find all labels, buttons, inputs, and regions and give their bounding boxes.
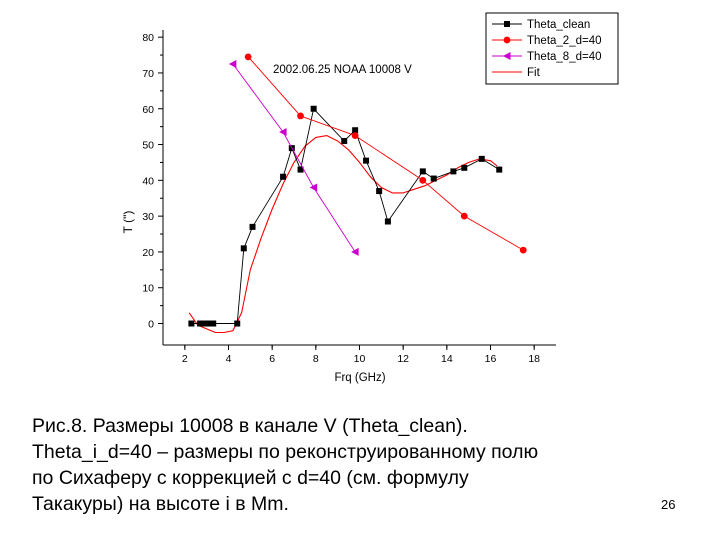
legend-label: Theta_2_d=40 (527, 35, 602, 47)
data-point-square (197, 320, 204, 327)
data-point-square (234, 320, 241, 327)
x-axis-label: Frq (GHz) (334, 372, 385, 384)
data-point-circle (503, 36, 511, 44)
x-tick-label: 4 (226, 353, 232, 365)
x-tick-label: 8 (313, 353, 319, 365)
data-point-square (297, 166, 304, 173)
data-point-square (419, 168, 426, 175)
data-point-square (240, 245, 247, 252)
caption-line: Такакуры) на высоте i в Mm. (32, 493, 289, 515)
figure-caption: Рис.8. Размеры 10008 в канале V (Theta_c… (32, 413, 672, 517)
data-point-triangle (503, 52, 511, 60)
data-point-square (504, 21, 510, 27)
series-line-fit (188, 135, 498, 334)
y-axis-label: T (") (121, 211, 135, 234)
x-tick-label: 14 (441, 353, 453, 365)
x-tick-label: 10 (354, 353, 366, 365)
data-point-square (450, 168, 457, 175)
y-tick-label: 40 (142, 175, 154, 187)
data-point-circle (351, 132, 359, 139)
series-line-theta-2-d-40 (247, 56, 524, 251)
data-point-square (188, 320, 195, 327)
y-tick-label: 0 (148, 319, 154, 331)
data-point-square (205, 320, 212, 327)
y-tick-label: 10 (142, 283, 154, 295)
data-point-square (384, 218, 391, 225)
data-point-square (478, 155, 485, 162)
x-tick-label: 18 (528, 353, 540, 365)
data-point-square (496, 166, 503, 173)
data-point-circle (419, 176, 427, 184)
data-point-square (461, 164, 468, 171)
x-tick-label: 6 (269, 353, 275, 365)
data-point-square (341, 137, 348, 144)
data-point-square (376, 188, 383, 195)
y-tick-label: 80 (142, 32, 154, 44)
data-point-square (201, 320, 208, 327)
chart-axes: 2 4 6 8 10 12 14 16 18 0 10 20 30 40 50 60 70 80 (142, 30, 556, 365)
frequency-size-chart: 2 4 6 8 10 12 14 16 18 0 10 20 30 40 50 60 70 80 2002.06.… (121, 12, 619, 384)
series-layer (188, 53, 527, 327)
x-tick-label: 16 (485, 353, 497, 365)
data-point-square (430, 175, 437, 182)
caption-line: Рис.8. Размеры 10008 в канале V (Theta_c… (32, 415, 468, 437)
data-point-square (363, 157, 370, 164)
data-point-circle (460, 212, 468, 220)
data-point-square (352, 127, 359, 134)
y-tick-label: 70 (142, 68, 154, 80)
data-point-square (210, 320, 217, 327)
data-point-circle (297, 112, 304, 120)
data-point-triangle (228, 60, 237, 69)
x-tick-label: 12 (397, 353, 409, 365)
data-point-square (280, 173, 287, 180)
legend-label: Theta_clean (527, 19, 590, 31)
data-point-square (310, 105, 317, 112)
x-tick-label: 2 (182, 353, 188, 365)
caption-line: Theta_i_d=40 – размеры по реконструирова… (32, 441, 539, 463)
page-number: 26 (661, 497, 676, 512)
y-tick-label: 30 (142, 211, 154, 223)
y-tick-label: 60 (142, 104, 154, 116)
data-point-circle (244, 53, 252, 61)
data-point-triangle (279, 128, 287, 137)
data-point-triangle (351, 247, 359, 256)
data-point-square (249, 223, 256, 230)
data-point-triangle (309, 183, 318, 192)
y-tick-label: 50 (142, 140, 154, 152)
fit-curve-layer (188, 135, 498, 334)
data-point-circle (519, 246, 527, 254)
legend-label: Fit (527, 67, 541, 79)
legend: Theta_clean Theta_2_d=40 Theta_8_d=40 Fit (485, 12, 619, 85)
caption-line: по Сихаферу с коррекцией с d=40 (см. фор… (32, 467, 469, 489)
chart-annotation: 2002.06.25 NOAA 10008 V (273, 64, 412, 76)
legend-label: Theta_8_d=40 (527, 51, 602, 63)
series-line-theta-8-d-40 (232, 63, 356, 253)
y-tick-label: 20 (142, 247, 154, 259)
